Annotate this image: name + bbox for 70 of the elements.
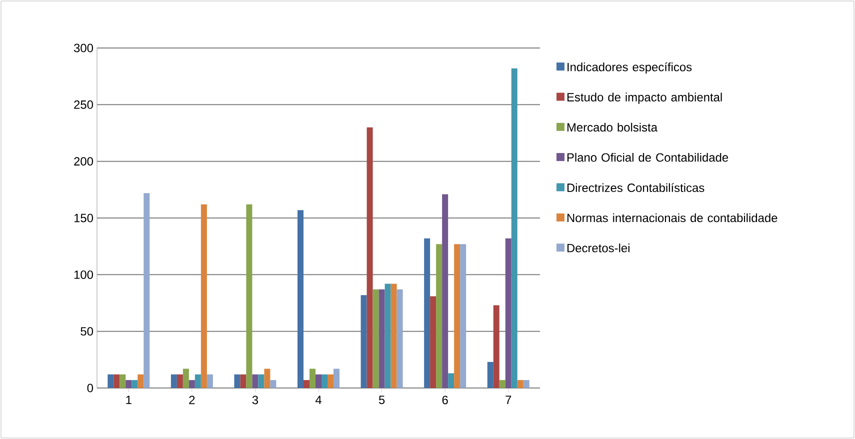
bar [460,244,466,388]
y-tick-label: 250 [74,100,94,109]
bar [436,244,442,388]
bar [493,305,500,388]
bar [304,380,310,388]
legend-label: Indicadores específicos [568,62,692,74]
bar [360,295,367,388]
bar [487,362,494,388]
legend-label: Plano Oficial de Contabilidade [567,152,728,162]
bar [328,374,334,388]
y-tick-label: 300 [74,44,94,52]
bar [264,368,270,388]
bar [310,368,316,388]
bar [188,380,195,388]
bar [442,194,448,388]
bar [448,373,454,388]
y-tick-label: 50 [80,327,94,336]
bar [372,289,379,388]
bar [366,127,373,388]
x-tick-label: 2 [189,396,195,404]
bar [182,368,189,388]
x-tick-label: 5 [378,396,385,404]
bar [240,374,246,388]
bar [206,374,213,388]
bar [170,374,177,388]
bar [424,238,430,388]
x-tick-label: 4 [315,396,322,404]
bar [246,204,252,388]
bar [200,204,207,388]
bar [114,374,120,388]
bar [258,374,264,388]
bar [126,380,132,388]
x-tick-label: 7 [506,396,512,404]
bar [132,380,138,388]
x-tick-label: 3 [252,396,258,404]
x-tick-label: 1 [126,396,132,404]
bar [505,238,512,388]
y-tick-label: 100 [74,270,94,279]
y-tick-label: 0 [87,384,94,392]
bar [378,289,385,388]
bar [390,284,397,388]
bar [298,210,304,388]
bar [108,374,114,388]
legend-label: Estudo de impacto ambiental [567,92,722,104]
bar [396,289,403,388]
x-tick-label: 6 [442,396,448,404]
bar [120,374,126,388]
legend-label: Directrizes Contabilísticas [567,183,704,192]
bar [430,296,436,388]
bar [517,380,524,388]
bar [176,374,183,388]
legend-label: Normas internacionais de contabilidade [567,213,778,222]
bar [322,374,328,388]
bar [523,380,530,388]
y-tick-label: 200 [74,157,94,166]
bar [194,374,201,388]
bar [454,244,460,388]
bar [384,284,391,388]
bar [334,368,340,388]
bar [499,380,506,388]
legend-label: Mercado bolsista [567,122,658,132]
bar [316,374,322,388]
bar [234,374,240,388]
y-tick-label: 150 [74,214,94,222]
bar [511,68,518,388]
bar [138,374,144,388]
bar [270,380,276,388]
legend-label: Decretos-lei [567,244,630,252]
bar [252,374,258,388]
bar [144,193,150,388]
